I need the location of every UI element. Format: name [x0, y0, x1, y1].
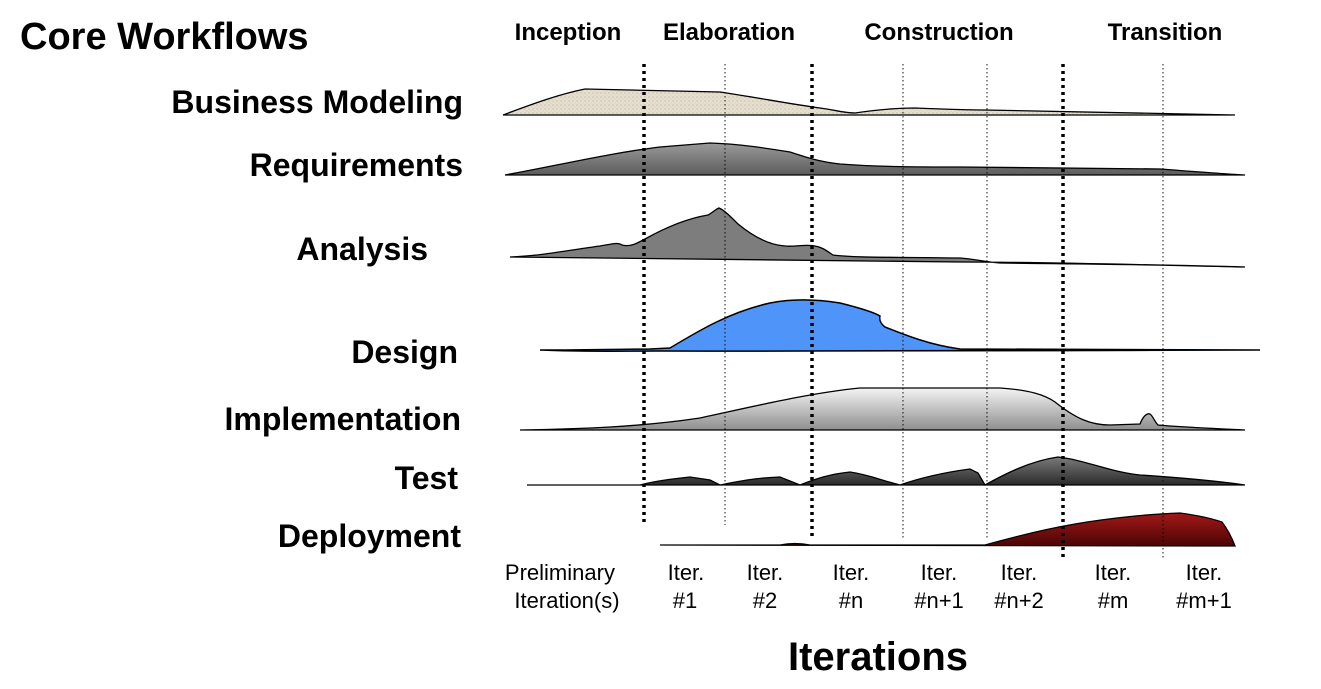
iteration-label-line2: #n+1 — [914, 588, 964, 613]
iteration-label-m: Iter. #m — [1095, 560, 1138, 613]
curve-business-modeling — [502, 88, 1236, 116]
iteration-label-n: Iter. #n — [833, 560, 876, 613]
iteration-label-line1: Preliminary — [505, 560, 615, 585]
iteration-label-line2: #n+2 — [994, 588, 1044, 613]
iteration-label-line1: Iter. — [833, 560, 870, 585]
iteration-label-line1: Iter. — [1095, 560, 1132, 585]
iteration-label-line1: Iter. — [921, 560, 958, 585]
workflow-label-business-modeling: Business Modeling — [171, 84, 463, 120]
iteration-label-line1: Iter. — [1001, 560, 1038, 585]
iteration-label-line2: #n — [839, 588, 863, 613]
workflow-label-design: Design — [351, 334, 458, 370]
curve-test — [527, 456, 1246, 486]
iteration-label-m1: Iter. #m+1 — [1176, 560, 1232, 613]
curve-analysis — [509, 207, 1246, 268]
curve-design — [539, 299, 1261, 353]
phase-transition: Transition — [1108, 19, 1223, 46]
phase-elaboration: Elaboration — [663, 19, 795, 46]
curve-implementation — [519, 387, 1246, 431]
iteration-label-n2: Iter. #n+2 — [994, 560, 1044, 613]
iteration-label-line1: Iter. — [668, 560, 705, 585]
iteration-label-line2: #m+1 — [1176, 588, 1232, 613]
iteration-label-line1: Iter. — [747, 560, 784, 585]
curve-deployment — [659, 512, 1236, 547]
iteration-label-line1: Iter. — [1186, 560, 1223, 585]
iteration-label-line2: Iteration(s) — [514, 588, 619, 613]
workflow-label-analysis: Analysis — [296, 231, 428, 267]
workflow-label-implementation: Implementation — [225, 401, 461, 437]
phase-construction: Construction — [864, 19, 1013, 46]
axis-title-iterations: Iterations — [788, 635, 968, 679]
iteration-label-line2: #m — [1098, 588, 1129, 613]
curve-requirements — [504, 142, 1246, 176]
workflow-label-requirements: Requirements — [250, 147, 463, 183]
workflow-label-deployment: Deployment — [278, 518, 461, 554]
iteration-label-1: Iter. #1 — [668, 560, 711, 613]
iteration-label-2: Iter. #2 — [747, 560, 790, 613]
iteration-label-line2: #1 — [673, 588, 697, 613]
phase-inception: Inception — [515, 19, 622, 46]
diagram-title: Core Workflows — [20, 16, 309, 58]
iteration-label-preliminary: Preliminary Iteration(s) — [505, 560, 621, 613]
iteration-label-line2: #2 — [753, 588, 777, 613]
iteration-label-n1: Iter. #n+1 — [914, 560, 964, 613]
workflow-label-test: Test — [395, 460, 459, 496]
